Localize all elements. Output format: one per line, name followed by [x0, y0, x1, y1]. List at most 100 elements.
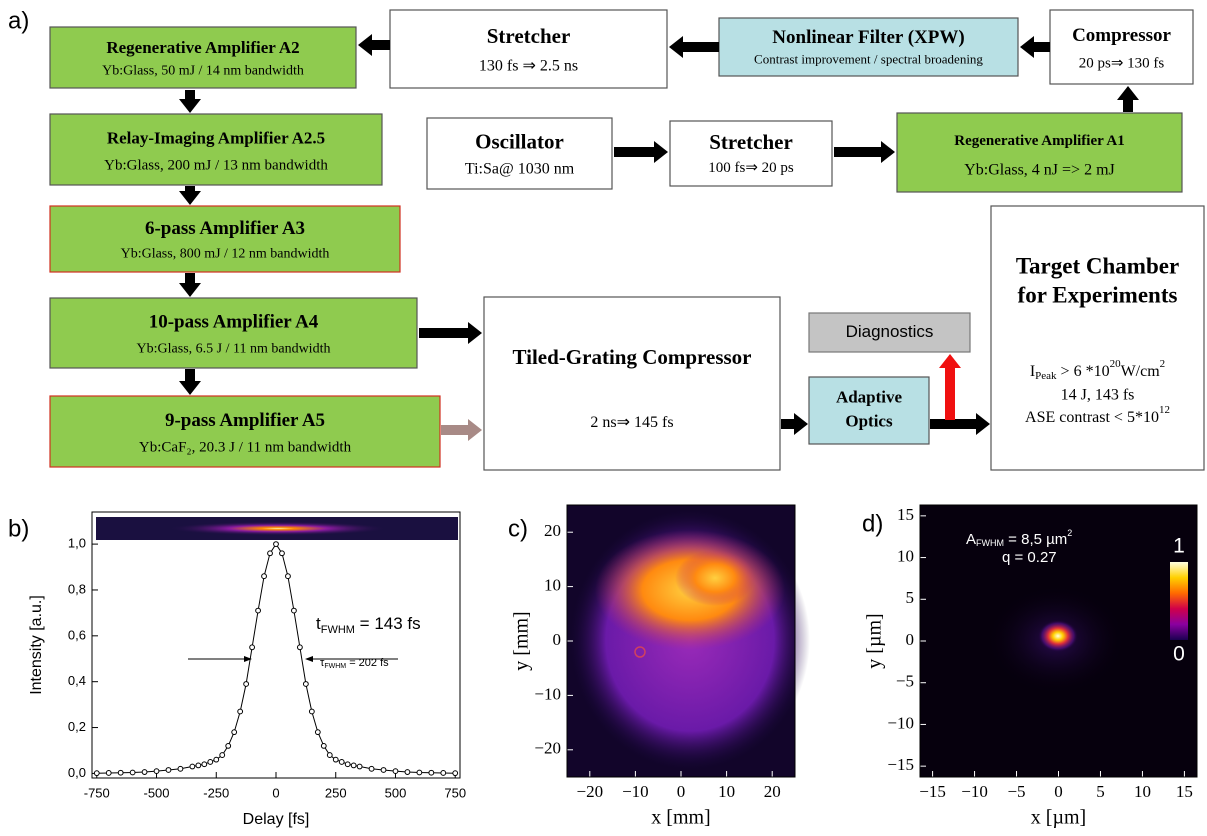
data-point [232, 730, 237, 735]
focal-spot [1038, 620, 1078, 652]
x-tick-label: −15 [919, 782, 946, 801]
colorbar [1170, 562, 1188, 640]
x-tick-label: −10 [961, 782, 988, 801]
data-point [274, 542, 279, 547]
data-point [292, 608, 297, 613]
y-axis-label: y [mm] [511, 611, 533, 670]
node-title: Optics [845, 411, 893, 430]
colorbar-label: 1 [1173, 535, 1185, 558]
y-tick-label: 1,0 [68, 536, 86, 551]
diagram-node [50, 27, 356, 88]
beam-core [675, 550, 755, 606]
node-subtitle: 2 ns⇒ 145 fs [590, 414, 673, 431]
diagram-node [1050, 10, 1193, 84]
data-point [417, 770, 422, 775]
diagram-node [991, 206, 1204, 470]
node-title: Nonlinear Filter (XPW) [772, 27, 964, 48]
data-point [441, 771, 446, 776]
x-tick-label: 250 [325, 785, 347, 800]
data-point [345, 762, 350, 767]
y-tick-label: −5 [896, 672, 914, 691]
data-point [339, 760, 344, 765]
y-axis-label: Intensity [a.u.] [28, 595, 45, 695]
data-point [393, 769, 398, 774]
y-tick-label: 10 [897, 546, 914, 565]
node-title: Oscillator [475, 129, 564, 153]
y-tick-label: −20 [534, 739, 561, 758]
node-title: Diagnostics [846, 322, 934, 341]
data-point [268, 551, 273, 556]
node-spec-part: ASE contrast < 5*10 [1025, 409, 1159, 426]
arrow [179, 90, 201, 113]
data-point [333, 757, 338, 762]
data-point [280, 551, 285, 556]
annotation-part: FWHM [324, 663, 346, 670]
diagram-node [50, 396, 440, 467]
x-tick-label: 500 [385, 785, 407, 800]
node-title: Stretcher [487, 24, 571, 48]
data-point [309, 709, 314, 714]
x-tick-label: −20 [577, 782, 604, 801]
node-subtitle: Contrast improvement / spectral broadeni… [754, 51, 983, 66]
arrow [614, 141, 668, 163]
data-point [220, 753, 225, 758]
node-spec-part: 2 [1160, 358, 1166, 370]
data-point [142, 770, 147, 775]
data-point [262, 574, 267, 579]
arrow [939, 354, 961, 420]
data-point [405, 770, 410, 775]
x-tick-label: -250 [203, 785, 229, 800]
node-spec-part: 12 [1159, 404, 1170, 416]
data-point [327, 753, 332, 758]
annotation: tFWHM = 143 fs [316, 614, 421, 635]
x-tick-label: −10 [622, 782, 649, 801]
arrow [669, 36, 719, 58]
data-point [250, 645, 255, 650]
fwhm-marker-head [305, 656, 313, 662]
data-line [97, 544, 455, 773]
node-subtitle: 100 fs⇒ 20 ps [708, 160, 794, 176]
data-point [381, 768, 386, 773]
y-tick-label: 0,0 [68, 765, 86, 780]
y-tick-label: 0,8 [68, 581, 86, 596]
node-subtitle: Yb:Glass, 6.5 J / 11 nm bandwidth [137, 341, 331, 356]
data-point [166, 768, 171, 773]
node-title: Stretcher [709, 130, 793, 154]
x-tick-label: 10 [718, 782, 735, 801]
data-point [297, 645, 302, 650]
data-point [429, 770, 434, 775]
node-subtitle: Yb:Glass, 200 mJ / 13 nm bandwidth [104, 157, 328, 173]
x-axis-label: x [mm] [651, 807, 710, 829]
node-title: Regenerative Amplifier A2 [106, 38, 299, 57]
data-point [94, 771, 99, 776]
annotation-part: A [966, 531, 976, 548]
data-point [453, 771, 458, 776]
data-point [202, 762, 207, 767]
data-point [118, 770, 123, 775]
x-tick-label: −5 [1007, 782, 1025, 801]
node-title: Target Chamber [1016, 253, 1179, 278]
diagram-node [390, 10, 667, 88]
diagram-node [897, 113, 1182, 192]
node-title: Compressor [1072, 25, 1171, 46]
diagram-node [50, 298, 417, 368]
annotation: q = 0.27 [1002, 549, 1057, 566]
data-point [214, 757, 219, 762]
x-tick-label: 0 [272, 785, 279, 800]
data-point [321, 743, 326, 748]
node-subtitle: 20 ps⇒ 130 fs [1079, 55, 1165, 71]
node-subtitle: Yb:Glass, 4 nJ => 2 mJ [964, 161, 1115, 178]
node-title: 6-pass Amplifier A3 [145, 218, 305, 239]
annotation-part: = 8,5 µm [1004, 531, 1067, 548]
x-axis-label: x [µm] [1031, 807, 1086, 829]
arrow [930, 413, 990, 435]
y-axis-label: y [µm] [864, 613, 886, 668]
node-spec-part: 20 [1110, 358, 1122, 370]
y-tick-label: −10 [887, 713, 914, 732]
node-subtitle: Yb:CaF₂, 20.3 J / 11 nm bandwidth [139, 439, 352, 455]
y-tick-label: 15 [897, 505, 914, 524]
y-tick-label: 0 [553, 630, 562, 649]
colorbar-label: 0 [1173, 643, 1185, 666]
data-point [130, 770, 135, 775]
arrow [179, 186, 201, 205]
